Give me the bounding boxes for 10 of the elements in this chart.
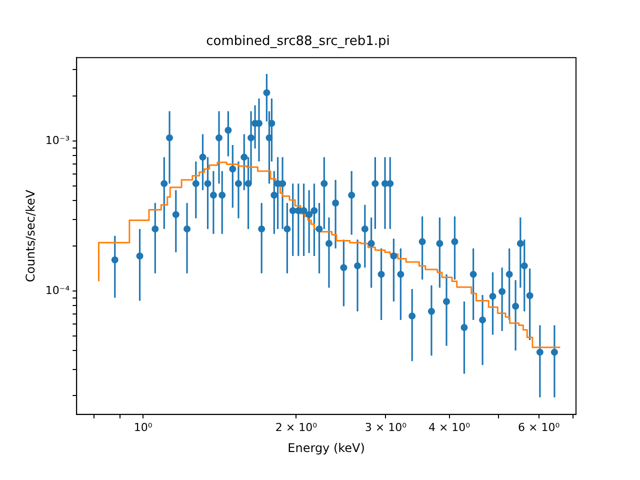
x-tick-label: 2 × 10⁰ (275, 420, 318, 434)
y-axis-title: Counts/sec/keV (23, 189, 38, 282)
chart-title: combined_src88_src_reb1.pi (206, 34, 390, 50)
x-tick-label: 6 × 10⁰ (518, 420, 560, 434)
y-tick-label: 10⁻⁴ (45, 284, 70, 297)
x-axis-title: Energy (keV) (288, 440, 365, 455)
y-tick-label: 10⁻³ (45, 134, 70, 147)
x-tick-label: 3 × 10⁰ (364, 420, 408, 434)
x-tick-label: 4 × 10⁰ (428, 420, 471, 434)
x-tick-label: 10⁰ (134, 420, 153, 434)
